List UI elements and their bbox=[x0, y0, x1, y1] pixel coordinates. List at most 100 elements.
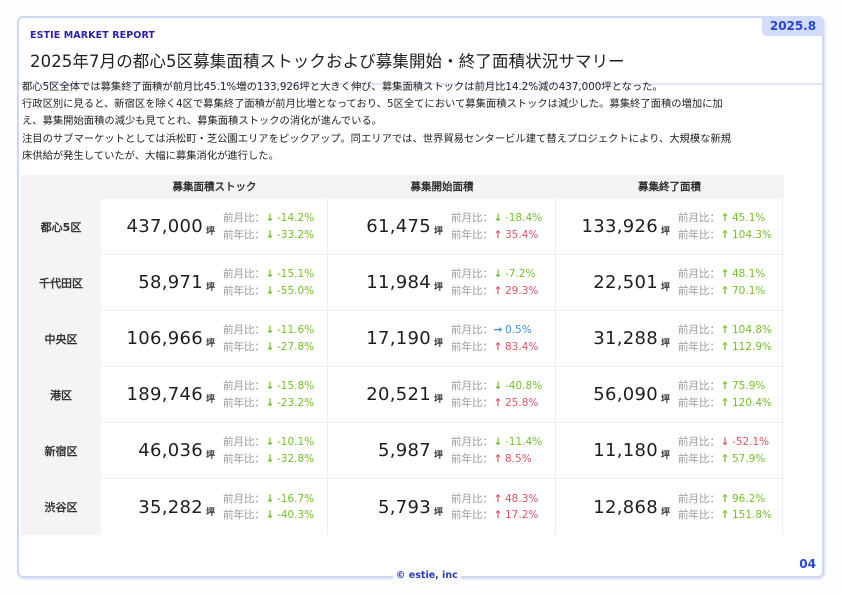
metric-cell: 22,501 坪 前月比：↑ 48.1% 前年比：↑ 70.1% bbox=[556, 255, 783, 311]
arrow-down-icon: ↓ bbox=[493, 380, 503, 392]
change-ratios: 前月比：↑ 48.1% 前年比：↑ 70.1% bbox=[678, 266, 776, 299]
yoy-line: 前年比：↑ 151.8% bbox=[678, 507, 776, 524]
arrow-up-icon: ↑ bbox=[493, 340, 503, 353]
mom-label: 前月比： bbox=[223, 324, 265, 336]
area-value: 189,746 bbox=[126, 384, 203, 405]
mom-line: 前月比：↓ -7.2% bbox=[451, 266, 549, 283]
mom-line: 前月比：↓ -16.7% bbox=[223, 491, 321, 508]
unit-label: 坪 bbox=[433, 339, 443, 349]
yoy-value: -23.2% bbox=[277, 396, 315, 409]
unit-label: 坪 bbox=[205, 339, 215, 349]
arrow-down-icon: ↓ bbox=[265, 340, 275, 353]
yoy-line: 前年比：↑ 35.4% bbox=[451, 227, 549, 244]
mom-line: 前月比：↓ -15.1% bbox=[223, 266, 321, 283]
yoy-value: 17.2% bbox=[505, 509, 539, 521]
summary-line: 床供給が発生していたが、大幅に募集消化が進行した。 bbox=[22, 149, 279, 162]
mom-value: -40.8% bbox=[505, 380, 543, 392]
metric-cell: 11,180 坪 前月比：↓ -52.1% 前年比：↑ 57.9% bbox=[556, 423, 783, 479]
yoy-line: 前年比：↑ 120.4% bbox=[678, 395, 776, 412]
metric-cell: 46,036 坪 前月比：↓ -10.1% 前年比：↓ -32.8% bbox=[101, 423, 328, 479]
table-header: 募集面積ストック 募集開始面積 募集終了面積 bbox=[21, 175, 784, 199]
area-value: 5,793 bbox=[377, 496, 431, 518]
mom-label: 前月比： bbox=[678, 324, 720, 336]
unit-label: 坪 bbox=[205, 283, 215, 293]
area-value: 12,868 bbox=[593, 496, 658, 518]
yoy-value: 29.3% bbox=[505, 284, 539, 297]
metric-cell: 17,190 坪 前月比：→ 0.5% 前年比：↑ 83.4% bbox=[328, 311, 556, 367]
arrow-up-icon: ↑ bbox=[493, 452, 503, 465]
arrow-down-icon: ↓ bbox=[265, 284, 275, 297]
area-value: 106,966 bbox=[126, 328, 203, 349]
arrow-down-icon: ↓ bbox=[265, 268, 275, 280]
area-value: 35,282 bbox=[138, 496, 203, 518]
mom-line: 前月比：↓ -18.4% bbox=[451, 210, 549, 227]
arrow-up-icon: ↑ bbox=[493, 509, 503, 521]
yoy-label: 前年比： bbox=[451, 509, 493, 521]
mom-line: 前月比：↓ -52.1% bbox=[678, 434, 776, 451]
area-value: 5,987 bbox=[377, 440, 431, 461]
mom-value: -14.2% bbox=[277, 212, 315, 224]
unit-label: 坪 bbox=[660, 507, 670, 518]
yoy-label: 前年比： bbox=[678, 340, 720, 353]
arrow-down-icon: ↓ bbox=[720, 436, 730, 448]
mom-label: 前月比： bbox=[451, 268, 493, 280]
arrow-up-icon: ↑ bbox=[720, 268, 730, 280]
yoy-value: 112.9% bbox=[732, 340, 773, 353]
table-row: 港区 189,746 坪 前月比：↓ -15.8% 前年比：↓ -23.2% 20,… bbox=[21, 367, 784, 423]
column-header-absorbed: 募集終了面積 bbox=[638, 181, 701, 193]
area-value: 58,971 bbox=[138, 272, 203, 293]
mom-label: 前月比： bbox=[223, 436, 265, 448]
unit-label: 坪 bbox=[205, 227, 215, 237]
summary-line: 行政区別に見ると、新宿区を除く4区で募集終了面積が前月比増となっており、5区全て… bbox=[22, 98, 723, 111]
metric-cell: 106,966 坪 前月比：↓ -11.6% 前年比：↓ -27.8% bbox=[101, 311, 328, 367]
mom-value: -11.6% bbox=[277, 324, 315, 336]
mom-label: 前月比： bbox=[678, 268, 720, 280]
mom-value: 75.9% bbox=[732, 380, 766, 392]
arrow-down-icon: ↓ bbox=[493, 268, 503, 280]
yoy-line: 前年比：↓ -27.8% bbox=[223, 339, 321, 356]
table-row: 千代田区 58,971 坪 前月比：↓ -15.1% 前年比：↓ -55.0% 11… bbox=[21, 255, 784, 311]
area-label: 都心5区 bbox=[21, 199, 101, 255]
area-value: 22,501 bbox=[593, 272, 658, 293]
unit-label: 坪 bbox=[433, 283, 443, 293]
mom-value: -16.7% bbox=[277, 492, 315, 505]
arrow-up-icon: ↑ bbox=[720, 324, 730, 336]
arrow-up-icon: ↑ bbox=[720, 396, 730, 409]
yoy-line: 前年比：↑ 17.2% bbox=[451, 507, 549, 524]
arrow-down-icon: ↓ bbox=[265, 212, 275, 224]
mom-value: 104.8% bbox=[732, 324, 773, 336]
mom-label: 前月比： bbox=[678, 212, 720, 224]
table-row: 中央区 106,966 坪 前月比：↓ -11.6% 前年比：↓ -27.8% 17… bbox=[21, 311, 784, 367]
mom-label: 前月比： bbox=[223, 268, 265, 280]
mom-label: 前月比： bbox=[451, 380, 493, 392]
arrow-up-icon: ↑ bbox=[720, 380, 730, 392]
mom-label: 前月比： bbox=[223, 212, 265, 224]
date-badge: 2025.8 bbox=[762, 16, 824, 36]
arrow-down-icon: ↓ bbox=[493, 436, 503, 448]
unit-label: 坪 bbox=[660, 339, 670, 349]
arrow-up-icon: ↑ bbox=[493, 284, 503, 297]
mom-line: 前月比：↑ 48.1% bbox=[678, 266, 776, 283]
yoy-line: 前年比：↓ -55.0% bbox=[223, 283, 321, 300]
header-divider bbox=[19, 83, 822, 85]
area-label: 新宿区 bbox=[21, 423, 101, 479]
yoy-label: 前年比： bbox=[223, 452, 265, 465]
mom-label: 前月比： bbox=[678, 436, 720, 448]
mom-value: 45.1% bbox=[732, 212, 766, 224]
area-value: 31,288 bbox=[593, 328, 658, 349]
yoy-value: -32.8% bbox=[277, 452, 315, 465]
mom-line: 前月比：↑ 45.1% bbox=[678, 210, 776, 227]
yoy-value: -33.2% bbox=[277, 228, 315, 241]
column-header-new-supply: 募集開始面積 bbox=[410, 181, 474, 193]
yoy-value: -40.3% bbox=[277, 509, 315, 521]
mom-label: 前月比： bbox=[678, 380, 720, 392]
table-row: 渋谷区 35,282 坪 前月比：↓ -16.7% 前年比：↓ -40.3% 5,7… bbox=[21, 479, 784, 535]
yoy-label: 前年比： bbox=[678, 284, 720, 297]
arrow-up-icon: ↑ bbox=[720, 340, 730, 353]
mom-line: 前月比：↓ -14.2% bbox=[223, 210, 321, 227]
yoy-label: 前年比： bbox=[223, 228, 265, 241]
change-ratios: 前月比：↓ -40.8% 前年比：↑ 25.8% bbox=[451, 378, 549, 411]
arrow-down-icon: ↓ bbox=[265, 436, 275, 448]
mom-label: 前月比： bbox=[451, 324, 493, 336]
metric-cell: 437,000 坪 前月比：↓ -14.2% 前年比：↓ -33.2% bbox=[101, 199, 328, 255]
